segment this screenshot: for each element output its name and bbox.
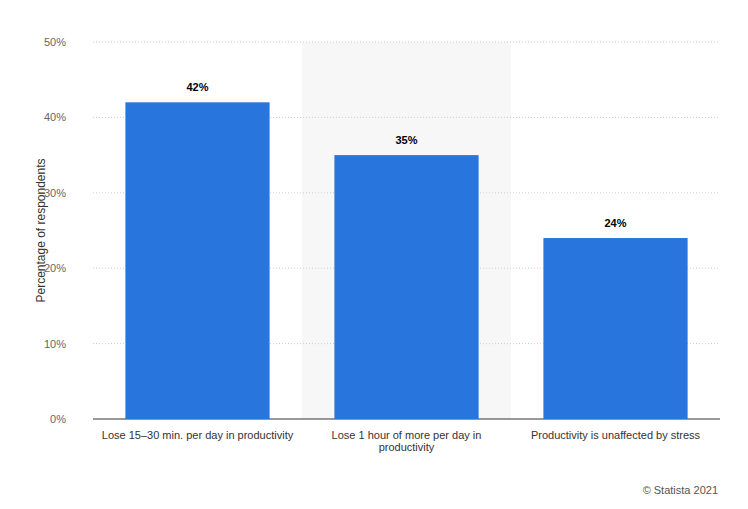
bar — [543, 238, 687, 419]
y-tick-label: 0% — [50, 413, 66, 425]
bar — [125, 102, 269, 419]
x-tick-label: Lose 1 hour of more per day inproductivi… — [332, 429, 482, 453]
data-label: 42% — [186, 81, 208, 93]
source: © Statista 2021 — [643, 484, 718, 496]
band-highlight — [302, 42, 511, 419]
label-line: Lose 1 hour of more per day in — [332, 429, 482, 441]
background — [0, 0, 748, 509]
label-line: productivity — [379, 441, 435, 453]
y-tick-label: 40% — [44, 111, 66, 123]
chart: 0%10%20%30%40%50%42%35%24%Lose 15–30 min… — [0, 0, 748, 509]
data-label: 35% — [395, 134, 417, 146]
bar — [334, 155, 478, 419]
x-tick-label: Productivity is unaffected by stress — [531, 429, 701, 441]
y-axis-title: Percentage of respondents — [34, 158, 48, 302]
data-label: 24% — [604, 217, 626, 229]
grid-line — [93, 42, 720, 43]
x-tick-label: Lose 15–30 min. per day in productivity — [102, 429, 294, 441]
label-line: Productivity is unaffected by stress — [531, 429, 701, 441]
label-line: Lose 15–30 min. per day in productivity — [102, 429, 294, 441]
y-tick-label: 50% — [44, 36, 66, 48]
bars — [125, 102, 687, 419]
y-tick-label: 10% — [44, 338, 66, 350]
